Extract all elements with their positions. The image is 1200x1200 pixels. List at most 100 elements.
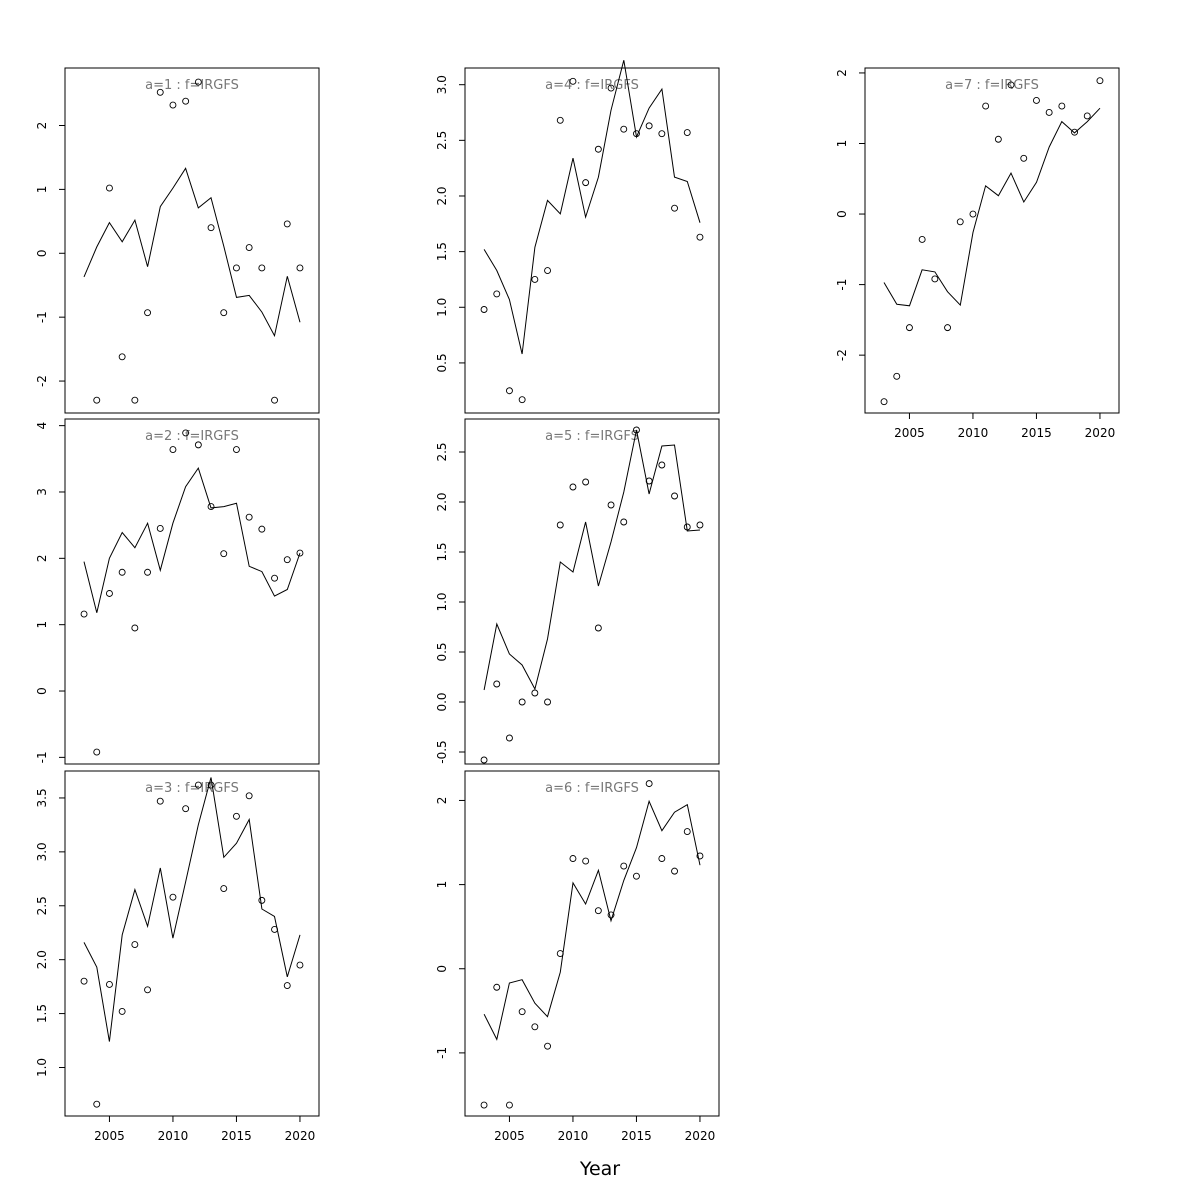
x-tick-label: 2015 [1021, 426, 1052, 440]
data-point [182, 97, 190, 105]
data-point [531, 689, 539, 697]
panel-5: a=5 : f=IRGFS -0.5 0.0 0.5 1.0 1.5 2.0 2.5 [435, 418, 720, 765]
data-point [296, 961, 304, 969]
data-point [671, 867, 678, 875]
data-point [105, 590, 113, 597]
plot-frame [864, 67, 1120, 414]
fitted-line [83, 777, 301, 1042]
data-point [156, 525, 164, 532]
y-tick-label: 3.0 [435, 75, 449, 94]
data-point [556, 950, 564, 958]
data-point [582, 478, 590, 486]
fitted-line [483, 799, 701, 1041]
x-tick-label: 2015 [221, 1129, 252, 1143]
data-point [194, 781, 202, 789]
data-point [296, 549, 304, 557]
y-tick-label: 0.0 [435, 692, 449, 711]
data-point [944, 324, 951, 332]
y-tick-label: 1 [35, 621, 49, 629]
data-point [569, 77, 577, 85]
data-point [918, 235, 926, 243]
y-tick-label: 2 [35, 555, 49, 563]
y-tick-label: -1 [435, 1047, 449, 1059]
plot-frame [464, 418, 720, 765]
data-point [556, 116, 564, 124]
data-point [645, 780, 653, 788]
data-point [169, 446, 177, 453]
data-point [144, 568, 152, 576]
data-point [893, 372, 901, 380]
y-tick-label: 2.0 [35, 950, 49, 969]
plot-frame [64, 418, 320, 765]
data-point [80, 977, 88, 985]
fitted-line [83, 167, 301, 338]
y-tick-label: -1 [835, 279, 849, 291]
data-point [518, 698, 526, 706]
data-point [105, 981, 113, 988]
data-point [194, 441, 202, 449]
data-point [620, 518, 628, 526]
data-point [569, 855, 577, 862]
x-tick-label: 2020 [685, 1129, 716, 1143]
data-point [531, 1023, 539, 1031]
data-point [245, 244, 253, 251]
data-point [131, 941, 139, 949]
panel-title: a=2 : f=IRGFS [145, 429, 239, 444]
plot-frame [464, 67, 720, 414]
y-tick-label: 1.0 [435, 592, 449, 611]
data-point [258, 264, 266, 272]
data-point [1058, 102, 1066, 110]
panel-title: a=3 : f=IRGFS [145, 781, 239, 796]
data-point [156, 797, 164, 805]
fitted-line [483, 60, 701, 355]
data-point [131, 396, 139, 404]
data-point [232, 446, 240, 453]
data-point [118, 353, 126, 361]
data-point [956, 218, 964, 226]
data-point [607, 501, 615, 509]
data-point [182, 805, 190, 813]
data-point [105, 184, 113, 192]
y-tick-label: -1 [35, 311, 49, 323]
data-point [607, 84, 615, 92]
data-point [283, 220, 291, 228]
data-point [696, 233, 704, 241]
x-tick-label: 2020 [1085, 426, 1116, 440]
data-point [658, 855, 666, 862]
data-point [80, 610, 88, 618]
data-point [582, 857, 590, 865]
data-point [906, 324, 913, 332]
panel-3: a=3 : f=IRGFS 1.0 1.5 2.0 2.5 3.0 3.5 2005 2010 2… [35, 770, 320, 1143]
data-point [931, 275, 939, 283]
x-tick-label: 2010 [558, 1129, 589, 1143]
data-point [683, 129, 691, 136]
data-point [232, 264, 240, 272]
y-tick-label: 1.5 [435, 242, 449, 261]
data-point [220, 309, 228, 317]
data-point [518, 396, 526, 404]
y-tick-label: 0.5 [435, 353, 449, 372]
data-point [671, 492, 678, 500]
data-point [131, 624, 139, 632]
data-point [982, 102, 990, 110]
y-tick-label: -2 [835, 349, 849, 361]
data-point [493, 680, 501, 688]
panel-title: a=1 : f=IRGFS [145, 78, 239, 93]
y-tick-label: 3 [35, 488, 49, 496]
data-point [144, 309, 152, 317]
data-point [683, 828, 691, 836]
data-point [594, 145, 602, 153]
data-point [531, 276, 539, 283]
y-tick-label: 1.0 [35, 1058, 49, 1077]
y-tick-label: 1 [435, 881, 449, 889]
x-tick-label: 2005 [94, 1129, 125, 1143]
data-point [480, 756, 488, 764]
y-tick-label: 1 [835, 140, 849, 148]
panel-2: a=2 : f=IRGFS -1 0 1 2 3 4 [35, 418, 320, 765]
plot-frame [64, 67, 320, 414]
data-point [633, 872, 640, 880]
data-point [271, 926, 278, 933]
data-point [696, 852, 704, 860]
data-point [645, 477, 653, 485]
data-point [207, 224, 215, 232]
